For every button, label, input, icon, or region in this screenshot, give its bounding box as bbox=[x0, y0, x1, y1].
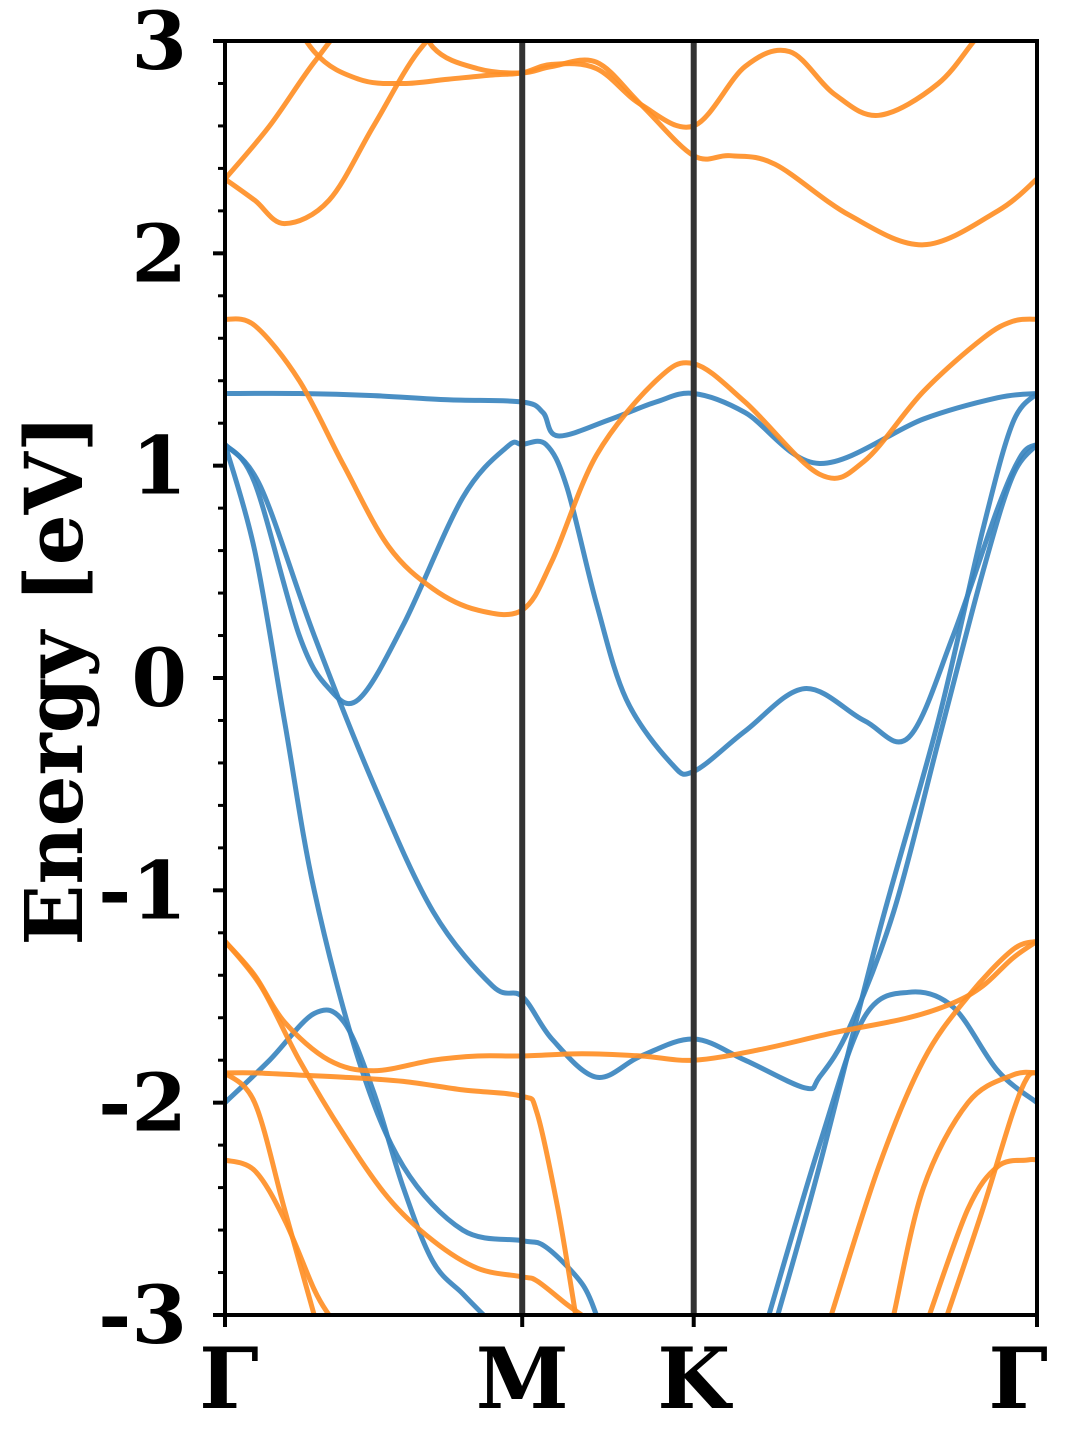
band-line-11 bbox=[303, 41, 978, 130]
band-line-10 bbox=[225, 41, 1037, 248]
y-tick-label: 1 bbox=[131, 419, 187, 513]
y-axis-label: Energy [eV] bbox=[7, 414, 101, 945]
y-axis: -3 -2 -1 0 1 2 3 bbox=[98, 0, 225, 1362]
x-tick-label: Γ bbox=[988, 1329, 1048, 1428]
band-line-3 bbox=[225, 441, 1037, 1092]
y-tick-label: -1 bbox=[98, 843, 187, 937]
plot-area bbox=[223, 39, 1039, 1317]
band-line-20 bbox=[944, 1070, 1037, 1315]
band-line-17 bbox=[828, 938, 1037, 1315]
y-tick-label: 0 bbox=[131, 631, 187, 725]
band-line-2 bbox=[225, 438, 1037, 777]
band-line-8 bbox=[225, 316, 1037, 618]
x-tick-label: K bbox=[657, 1329, 733, 1428]
band-line-7 bbox=[775, 391, 1037, 1315]
band-line-13 bbox=[225, 1070, 579, 1315]
x-tick-label: Γ bbox=[199, 1329, 259, 1428]
band-line-5 bbox=[225, 1007, 487, 1315]
band-line-15 bbox=[225, 1157, 332, 1315]
y-tick-label: -2 bbox=[98, 1056, 187, 1150]
band-line-14 bbox=[225, 938, 585, 1315]
plot-frame bbox=[223, 39, 1039, 1317]
band-line-16 bbox=[225, 1070, 317, 1315]
y-tick-label: -3 bbox=[98, 1268, 187, 1362]
band-line-9 bbox=[225, 41, 431, 227]
band-line-12 bbox=[225, 938, 1037, 1074]
band-line-18 bbox=[891, 1069, 1037, 1315]
band-lines bbox=[225, 41, 1037, 1315]
band-line-6 bbox=[766, 989, 1037, 1315]
y-tick-label: 3 bbox=[131, 0, 187, 88]
y-tick-label: 2 bbox=[131, 206, 187, 300]
high-symmetry-lines bbox=[519, 41, 697, 1315]
x-tick-label: M bbox=[476, 1329, 569, 1428]
band-line-1 bbox=[225, 390, 1037, 467]
band-line-19 bbox=[926, 1157, 1037, 1315]
